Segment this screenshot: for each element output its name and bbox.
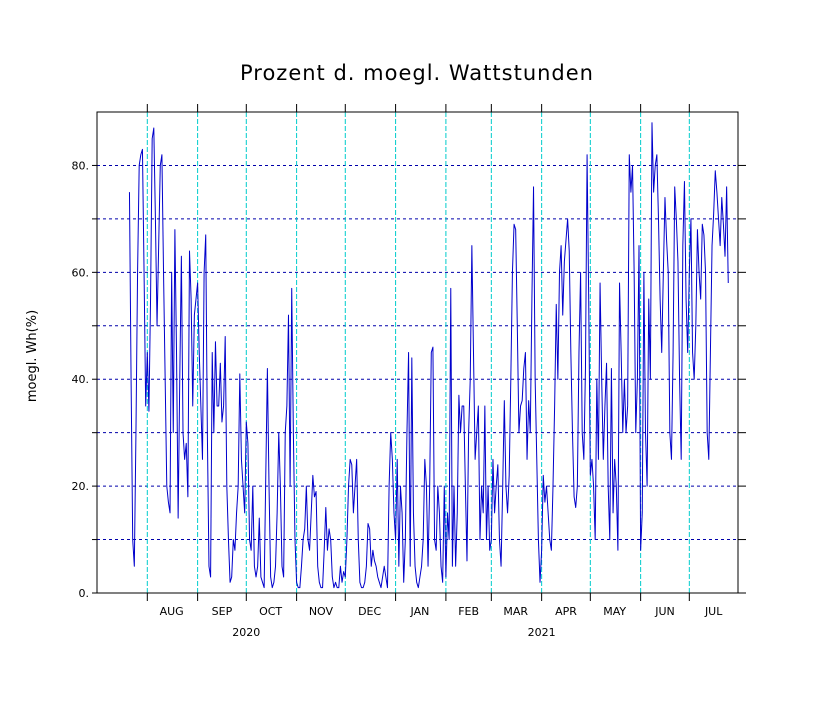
x-month-label: NOV <box>309 605 334 618</box>
x-month-label: DEC <box>358 605 381 618</box>
horizontal-gridlines <box>97 164 738 541</box>
y-tick-label: 40. <box>72 373 90 386</box>
y-tick-label: 0. <box>79 587 90 600</box>
x-month-label: JUL <box>704 605 723 618</box>
x-year-labels: 2020 2021 <box>232 626 555 639</box>
axis-ticks <box>92 104 746 601</box>
x-month-label: AUG <box>160 605 184 618</box>
plot-frame <box>96 111 739 594</box>
y-axis-label: moegl. Wh(%) <box>25 310 40 402</box>
x-month-labels: AUG SEP OCT NOV DEC JAN FEB MAR APR MAY JUN JUL <box>160 605 724 618</box>
y-tick-label: 60. <box>72 266 90 279</box>
y-tick-label: 20. <box>72 480 90 493</box>
month-gridlines <box>146 112 690 593</box>
x-month-label: MAY <box>603 605 626 618</box>
chart-title: Prozent d. moegl. Wattstunden <box>240 61 594 85</box>
series-group <box>128 122 729 589</box>
x-year-label: 2020 <box>232 626 260 639</box>
x-month-label: APR <box>555 605 577 618</box>
x-year-label: 2021 <box>528 626 556 639</box>
y-tick-label: 80. <box>72 159 90 172</box>
series-line <box>128 122 729 589</box>
x-month-label: FEB <box>458 605 479 618</box>
x-month-label: JAN <box>410 605 430 618</box>
x-month-label: JUN <box>654 605 675 618</box>
x-month-label: OCT <box>259 605 282 618</box>
x-month-label: SEP <box>212 605 233 618</box>
y-tick-labels: 0. 20. 40. 60. 80. <box>72 159 90 600</box>
x-month-label: MAR <box>503 605 528 618</box>
